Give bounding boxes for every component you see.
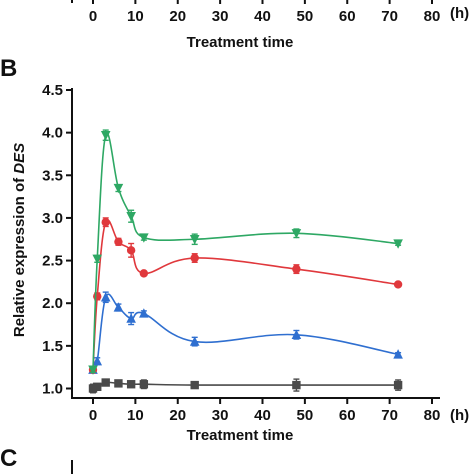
data-point [139, 233, 149, 243]
data-point [93, 292, 102, 301]
y-tick-label: 1.0 [42, 381, 63, 398]
y-tick-label: 4.5 [42, 82, 63, 99]
x-tick-label: 30 [212, 407, 229, 424]
x-tick-label: 60 [339, 407, 356, 424]
top-x-tick-label: 80 [424, 8, 441, 25]
series-line [92, 219, 399, 370]
data-point [92, 254, 103, 265]
series-1 [88, 378, 403, 394]
top-x-tick-label: 10 [127, 8, 144, 25]
series-line [92, 381, 399, 390]
x-tick-label: 80 [424, 407, 441, 424]
top-x-tick-label: 20 [169, 8, 186, 25]
data-point [113, 302, 124, 312]
y-tick-label: 4.0 [42, 125, 63, 142]
y-tick-label: 3.0 [42, 210, 63, 227]
x-tick-label: 10 [127, 407, 144, 424]
data-point [113, 183, 124, 194]
data-point [291, 329, 302, 339]
data-point [139, 380, 149, 389]
y-tick-label: 1.5 [42, 338, 63, 355]
series-line [92, 132, 399, 370]
top-x-tick-label: 30 [212, 8, 229, 25]
chart-relative-expression: 1.0 1.5 2.0 2.5 3.0 3.5 4.0 4.5 0 10 20 30 40 50 60 70… [11, 82, 469, 444]
data-point [126, 212, 136, 222]
y-axis-title: Relative expression of DES [11, 143, 28, 337]
series-4 [88, 129, 403, 375]
data-point [101, 217, 110, 227]
y-axis-title-gene: DES [11, 143, 28, 174]
data-point [100, 131, 111, 141]
top-panel-x-axis-title: Treatment time [187, 34, 294, 51]
data-point [189, 336, 200, 346]
top-panel-x-unit: (h) [450, 5, 469, 22]
panel-letter-b: B [0, 55, 17, 82]
y-tick-label: 3.5 [42, 167, 63, 184]
data-point [292, 264, 301, 274]
top-panel-x-axis: 0 10 20 30 40 50 60 70 80 (h) Treatment time [71, 0, 469, 51]
x-tick-label: 40 [254, 407, 271, 424]
y-ticks: 1.0 1.5 2.0 2.5 3.0 3.5 4.0 4.5 [42, 82, 72, 398]
y-tick-label: 2.0 [42, 295, 63, 312]
data-point [126, 313, 136, 323]
y-tick-label: 2.5 [42, 253, 63, 270]
data-point [393, 239, 403, 249]
data-point [126, 380, 136, 389]
data-point [114, 379, 123, 388]
x-axis-unit: (h) [450, 407, 469, 424]
x-tick-label: 70 [381, 407, 398, 424]
series-line [92, 293, 399, 371]
data-point [139, 269, 149, 278]
data-point [114, 237, 123, 247]
panel-letter-c: C [0, 445, 17, 472]
data-point [93, 382, 102, 391]
x-ticks: 0 10 20 30 40 50 60 70 80 [89, 398, 441, 424]
data-point [291, 229, 302, 239]
data-point [393, 280, 403, 289]
data-point [139, 308, 149, 318]
top-x-tick-label: 50 [297, 8, 314, 25]
data-point [190, 253, 199, 263]
data-point [292, 380, 301, 390]
top-x-tick-label: 40 [254, 8, 271, 25]
data-point [126, 246, 136, 255]
x-axis-title: Treatment time [187, 427, 294, 444]
data-point [88, 384, 98, 393]
x-tick-label: 20 [169, 407, 186, 424]
x-tick-label: 0 [89, 407, 97, 424]
top-x-tick-label: 70 [381, 8, 398, 25]
data-point [88, 365, 98, 375]
y-axis-title-prefix: Relative expression of [11, 174, 28, 337]
series-3 [88, 217, 403, 374]
x-tick-label: 50 [297, 407, 314, 424]
top-x-tick-label: 60 [339, 8, 356, 25]
data-point [189, 235, 200, 245]
data-point [100, 292, 111, 302]
data-point [393, 380, 403, 390]
data-point [92, 356, 103, 366]
series-group [88, 129, 403, 394]
data-point [101, 378, 110, 387]
series-2 [88, 291, 403, 374]
data-point [190, 380, 199, 390]
data-point [393, 349, 403, 359]
top-x-tick-label: 0 [89, 8, 97, 25]
